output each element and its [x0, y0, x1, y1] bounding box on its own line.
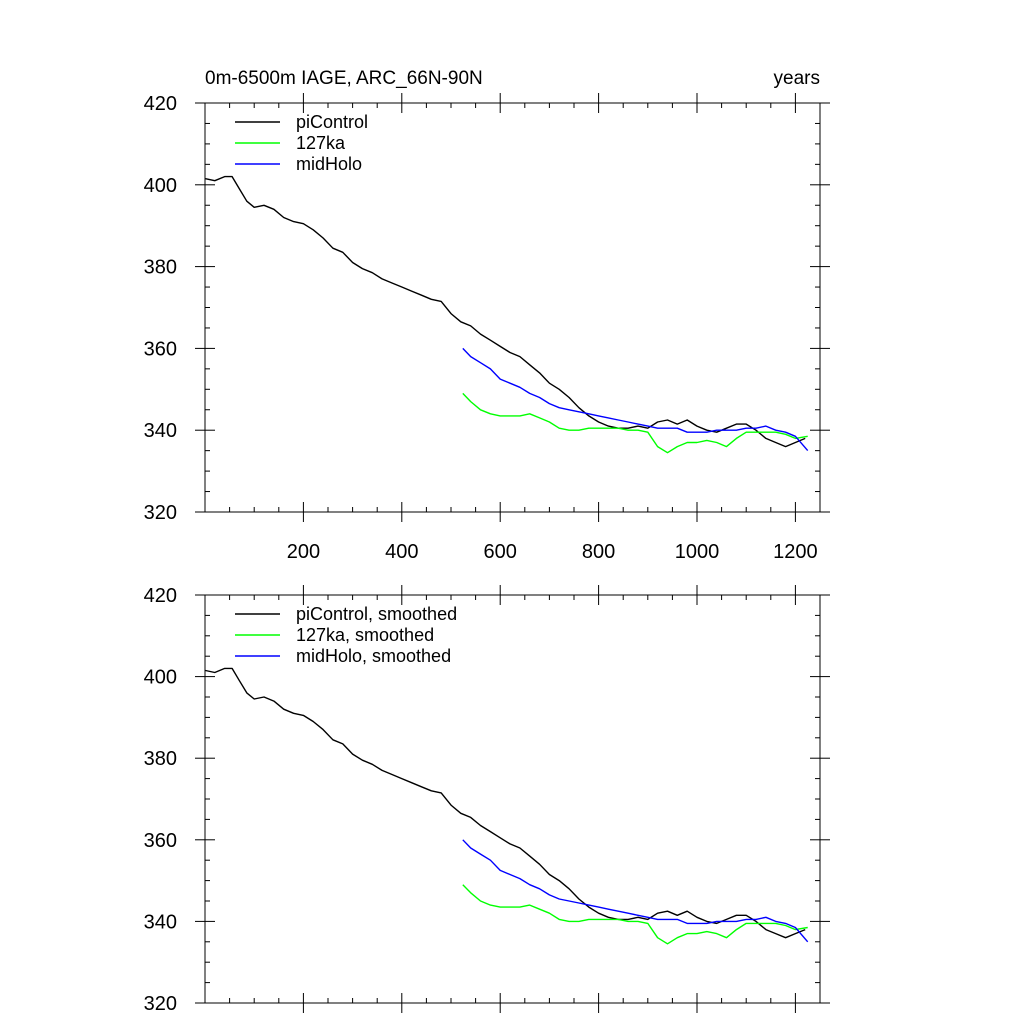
legend-label: piControl, smoothed	[296, 604, 457, 624]
x-tick-label: 1000	[675, 541, 720, 563]
legend-label: midHolo, smoothed	[296, 646, 451, 666]
chart-units-label: years	[774, 68, 820, 89]
series-line-picontrol-smoothed	[205, 667, 806, 939]
series-line-127ka	[462, 392, 808, 454]
series-line-midholo-smoothed	[462, 839, 809, 943]
legend-label: 127ka, smoothed	[296, 625, 434, 645]
chart-title: 0m-6500m IAGE, ARC_66N-90N	[205, 68, 483, 89]
y-tick-label: 420	[144, 93, 177, 115]
series-line-picontrol	[205, 175, 806, 448]
chart-panel-1: 320 340 360 380 400 420 200 400 600 800 1000 1200 0m…	[144, 68, 830, 563]
y-tick-label: 320	[144, 502, 177, 524]
y-tick-label: 400	[144, 667, 177, 689]
y-tick-label: 360	[144, 830, 177, 852]
legend-label: piControl	[296, 112, 368, 132]
y-tick-label: 340	[144, 911, 177, 933]
y-tick-label: 400	[144, 175, 177, 197]
x-tick-label: 1200	[773, 541, 818, 563]
x-tick-label: 400	[385, 541, 418, 563]
y-tick-label: 380	[144, 748, 177, 770]
series-line-midholo	[462, 347, 809, 452]
legend-label: midHolo	[296, 154, 362, 174]
x-tick-label: 600	[484, 541, 517, 563]
x-tick-label: 800	[582, 541, 615, 563]
chart-panel-2: 320 340 360 380 400 420 piControl, smoothed127…	[144, 585, 830, 1015]
y-tick-label: 320	[144, 993, 177, 1015]
series-line-127ka-smoothed	[462, 884, 808, 945]
x-tick-label: 200	[287, 541, 320, 563]
legend-label: 127ka	[296, 133, 346, 153]
y-tick-label: 420	[144, 585, 177, 607]
y-tick-label: 340	[144, 420, 177, 442]
y-tick-label: 360	[144, 338, 177, 360]
y-tick-label: 380	[144, 257, 177, 279]
